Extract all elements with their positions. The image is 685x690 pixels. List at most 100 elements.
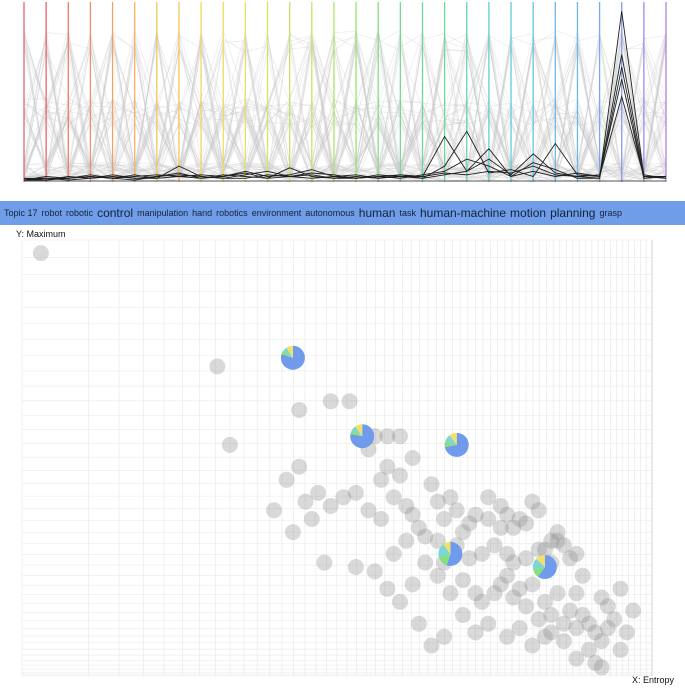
scatter-point[interactable] [492,519,509,536]
scatter-point[interactable] [417,554,434,571]
scatter-point[interactable] [455,607,471,623]
scatter-point[interactable] [379,428,396,445]
scatter-point[interactable] [429,493,446,510]
scatter-point[interactable] [347,484,364,501]
scatter-point[interactable] [543,607,560,623]
scatter-point[interactable] [392,467,408,484]
scatter-point[interactable] [530,502,547,519]
scatter-point[interactable] [562,602,579,619]
scatter-point[interactable] [518,550,534,567]
scatter-point[interactable] [524,637,541,654]
scatter-point[interactable] [442,489,459,506]
scatter-point[interactable] [436,628,453,645]
scatter-point[interactable] [511,511,528,527]
scatter-point[interactable] [398,532,415,549]
scatter-point[interactable] [574,607,591,623]
scatter-point[interactable] [486,585,503,602]
scatter-point[interactable] [530,541,547,558]
scatter-point[interactable] [555,633,572,650]
scatter-point[interactable] [429,567,446,584]
scatter-point[interactable] [467,506,484,523]
scatter-point[interactable] [347,559,364,575]
scatter-point[interactable] [398,498,415,514]
scatter-point[interactable] [404,506,421,523]
pie-marker[interactable] [532,555,557,579]
scatter-point[interactable] [291,402,308,418]
scatter-point[interactable] [480,511,497,527]
scatter-point[interactable] [429,532,446,549]
scatter-point[interactable] [511,580,528,597]
scatter-point[interactable] [486,537,503,554]
scatter-point[interactable] [417,528,434,545]
scatter-point[interactable] [492,498,509,514]
scatter-point[interactable] [455,524,471,541]
scatter-point[interactable] [581,641,597,658]
scatter-point[interactable] [568,650,585,667]
scatter-point[interactable] [423,637,440,654]
scatter-point[interactable] [530,611,547,628]
scatter-point[interactable] [518,515,534,532]
scatter-point[interactable] [480,489,497,506]
scatter-point[interactable] [335,489,352,506]
scatter-point[interactable] [536,541,553,558]
scatter-point[interactable] [593,659,610,676]
scatter-point[interactable] [310,484,327,501]
scatter-point[interactable] [480,615,497,632]
scatter-point[interactable] [410,519,427,536]
scatter-point[interactable] [593,589,610,606]
scatter-point[interactable] [549,532,566,549]
scatter-point[interactable] [587,624,604,641]
scatter-point[interactable] [568,585,585,602]
scatter-point[interactable] [606,611,623,628]
scatter-point[interactable] [322,498,339,514]
scatter-point[interactable] [461,515,478,532]
scatter-point[interactable] [392,593,408,610]
scatter-point[interactable] [322,393,339,410]
scatter-point[interactable] [379,580,396,597]
scatter-point[interactable] [562,550,579,567]
scatter-point[interactable] [385,545,402,562]
scatter-point[interactable] [499,567,516,584]
scatter-point[interactable] [392,428,408,445]
scatter-point[interactable] [555,537,572,554]
scatter-point[interactable] [291,458,308,475]
scatter-point[interactable] [373,511,390,527]
scatter-point[interactable] [373,471,390,488]
scatter-point[interactable] [455,572,471,589]
scatter-point[interactable] [543,532,560,549]
scatter-point[interactable] [448,502,465,519]
scatter-point[interactable] [581,615,597,632]
scatter-point[interactable] [505,589,522,606]
scatter-point[interactable] [473,593,490,610]
scatter-point[interactable] [32,245,49,262]
scatter-point[interactable] [436,511,453,527]
scatter-point[interactable] [511,620,528,636]
scatter-point[interactable] [612,641,629,658]
scatter-point[interactable] [549,585,566,602]
pie-marker[interactable] [280,345,305,370]
scatter-point[interactable] [499,628,516,645]
scatter-point[interactable] [574,567,591,584]
scatter-point[interactable] [492,576,509,593]
scatter-point[interactable] [499,545,516,562]
scatter-point[interactable] [404,576,421,593]
scatter-point[interactable] [284,524,301,541]
scatter-point[interactable] [555,615,572,632]
scatter-point[interactable] [209,358,226,375]
scatter-point[interactable] [524,576,541,593]
scatter-point[interactable] [360,502,377,519]
pie-marker[interactable] [444,432,469,457]
scatter-point[interactable] [278,471,295,488]
scatter-point[interactable] [316,554,333,571]
scatter-point[interactable] [404,450,421,466]
scatter-point[interactable] [587,654,604,671]
scatter-point[interactable] [625,602,642,619]
scatter-point[interactable] [341,393,358,410]
scatter-point[interactable] [467,624,484,641]
scatter-point[interactable] [385,489,402,506]
scatter-point[interactable] [599,598,616,615]
scatter-point[interactable] [473,545,490,562]
scatter-point[interactable] [599,620,616,636]
scatter-point[interactable] [366,563,383,580]
scatter-point[interactable] [568,545,585,562]
